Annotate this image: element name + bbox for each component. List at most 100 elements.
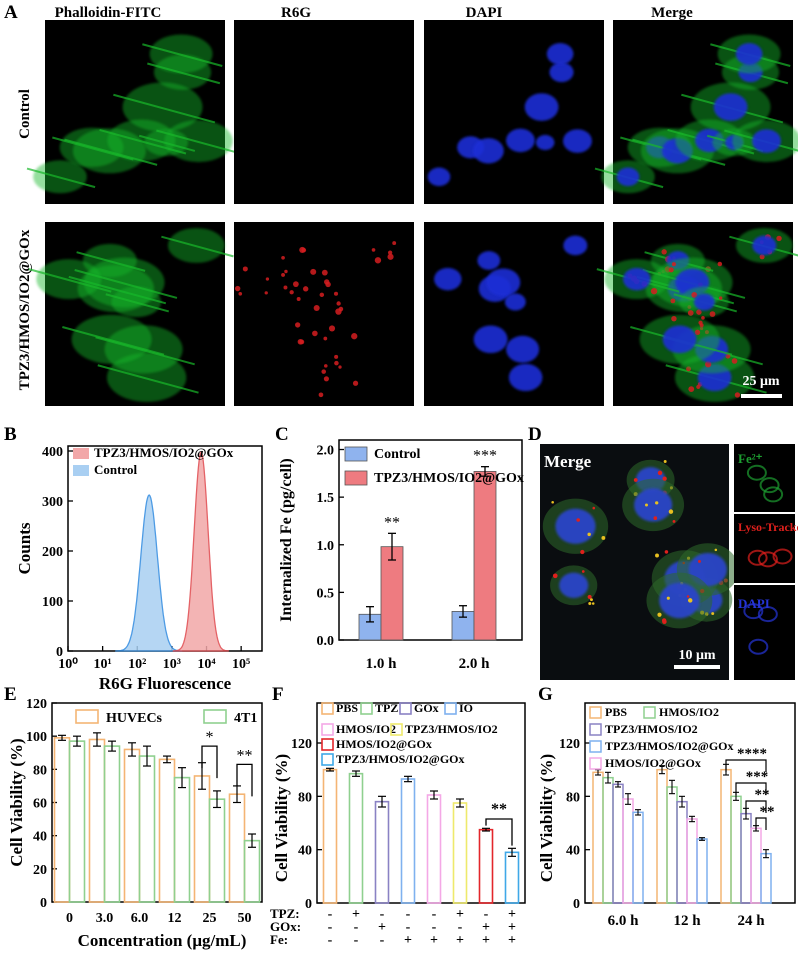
r6g-dot <box>312 330 318 337</box>
treat-legend-swatch <box>321 723 334 736</box>
time-legend-swatch <box>643 706 656 719</box>
panel-letter-b: B <box>4 424 17 445</box>
treat-bar <box>374 800 390 904</box>
r6g-dot <box>289 290 294 295</box>
r6g-dot <box>661 249 667 255</box>
time-significance-bracket <box>735 782 767 795</box>
conc-x-tick-label: 50 <box>238 911 252 926</box>
micrograph-grid <box>26 20 798 406</box>
side-channel-1 <box>734 514 795 583</box>
r6g-dot <box>671 315 677 322</box>
time-significance-bracket <box>755 817 767 830</box>
treat-plot-frame <box>316 702 526 904</box>
r6g-dot <box>323 336 328 341</box>
fe-legend-swatch <box>344 470 368 486</box>
confocal-images <box>540 444 795 680</box>
micrograph-dapi-treated <box>424 222 604 406</box>
conc-bar <box>123 748 141 903</box>
treat-sign: + <box>482 933 490 948</box>
fe-significance: ** <box>384 514 400 531</box>
r6g-dot <box>281 272 286 277</box>
treat-row-label: GOx: <box>270 919 301 934</box>
fe-bar <box>380 546 404 641</box>
treat-sign: + <box>404 933 412 948</box>
treat-sign: - <box>432 920 437 935</box>
time-bar <box>592 771 604 904</box>
time-y-axis-title: Cell Viability (%) <box>537 754 556 882</box>
fe-y-tick-label: 0.5 <box>317 586 335 601</box>
treat-legend-swatch <box>399 702 412 715</box>
colocalization-dot <box>591 602 595 605</box>
treat-bar <box>426 794 442 904</box>
treat-legend-swatch <box>444 702 457 715</box>
treat-significance-bracket <box>485 818 513 846</box>
cell-nucleus <box>693 293 715 311</box>
time-y-tick-label: 120 <box>559 737 580 752</box>
fe-y-tick-label: 1.0 <box>317 539 335 554</box>
colocalization-dot <box>698 559 701 563</box>
flow-y-tick-label: 400 <box>42 445 63 460</box>
treat-sign: + <box>482 920 490 935</box>
r6g-dot <box>338 306 344 312</box>
time-bar <box>740 812 752 904</box>
r6g-dot <box>313 304 320 311</box>
colocalization-dot <box>581 570 585 573</box>
time-bar <box>696 838 708 904</box>
conc-x-tick-label: 12 <box>168 911 182 926</box>
treat-legend-label: TPZ3/HMOS/IO2 <box>405 722 498 736</box>
time-y-tick-label: 80 <box>566 790 580 805</box>
r6g-dot <box>334 360 339 366</box>
treat-sign: + <box>378 920 386 935</box>
r6g-dot <box>321 369 326 374</box>
side-channel-cell <box>747 549 768 566</box>
row-label-control: Control <box>17 89 33 139</box>
conc-x-tick-label: 3.0 <box>96 911 114 926</box>
treat-bar <box>452 802 468 904</box>
r6g-dot <box>776 235 782 242</box>
cell-protrusion <box>26 167 96 189</box>
r6g-dot <box>374 257 382 264</box>
panel-letter-d: D <box>528 424 542 445</box>
nucleus <box>559 572 589 599</box>
time-legend-label: HMOS/IO2@GOx <box>605 756 701 770</box>
r6g-dot <box>718 296 723 300</box>
r6g-dot <box>299 246 306 254</box>
r6g-dot <box>321 269 328 276</box>
r6g-dot <box>392 241 397 246</box>
treat-y-tick-label: 0 <box>305 897 312 912</box>
scalebar-d-label: 10 μm <box>678 648 715 663</box>
micrograph-merge-control <box>594 20 798 204</box>
cell-nucleus <box>616 167 640 187</box>
colocalization-dot <box>664 550 669 554</box>
cell-protrusion <box>62 326 165 356</box>
treat-bar <box>322 768 338 904</box>
conc-legend-swatch <box>203 709 227 724</box>
colocalization-dot <box>686 595 690 598</box>
r6g-dot <box>688 386 695 393</box>
treat-legend-label: HMOS/IO2@GOx <box>336 737 432 751</box>
row-label-treated: TPZ3/HMOS/IO2@GOx <box>17 229 33 390</box>
r6g-dot <box>281 255 285 260</box>
fe-x-tick-label: 1.0 h <box>366 656 398 672</box>
treat-legend-swatch <box>390 723 403 736</box>
colocalization-dot <box>662 476 667 481</box>
r6g-dot <box>371 248 376 252</box>
time-y-tick-label: 40 <box>566 844 580 859</box>
colocalization-dot <box>601 536 606 540</box>
time-legend-swatch <box>589 740 602 753</box>
colocalization-dot <box>714 548 718 552</box>
r6g-dot <box>650 288 658 295</box>
r6g-dot <box>734 392 741 398</box>
treat-y-tick-label: 40 <box>298 844 312 859</box>
cell-nucleus <box>506 335 540 363</box>
time-bar <box>666 786 678 904</box>
cell-nucleus <box>735 43 763 65</box>
treat-legend-label: IO <box>459 701 473 715</box>
cell-nucleus <box>472 138 504 164</box>
colocalization-dot <box>644 503 648 507</box>
conc-bar <box>68 740 86 903</box>
treat-legend-swatch <box>321 702 334 715</box>
time-bar <box>622 798 634 904</box>
treat-sign: - <box>380 907 385 922</box>
